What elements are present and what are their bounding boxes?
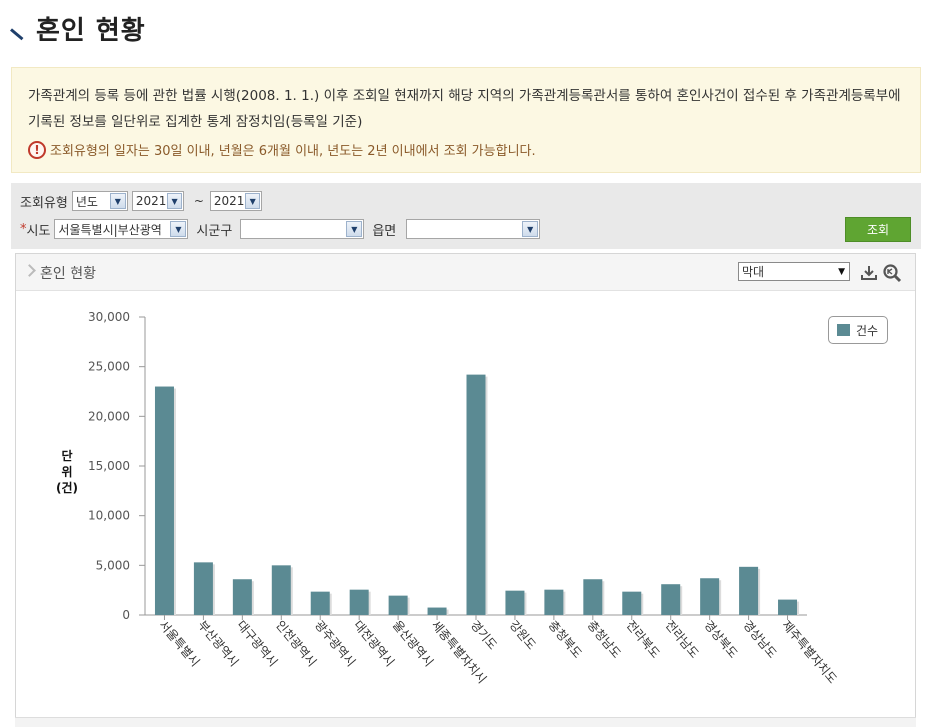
search-row-region: * 시도 서울특별시|부산광역 ▼ 시군구 ▼ 읍면 ▼ — [20, 219, 544, 239]
notice-warning-text: 조회유형의 일자는 30일 이내, 년월은 6개월 이내, 년도는 2년 이내에… — [50, 144, 536, 159]
chart-panel-title: 혼인 현황 — [40, 266, 96, 282]
search-button[interactable]: 조회 — [845, 217, 911, 242]
chevron-down-icon: ▼ — [109, 193, 126, 209]
sido-label: 시도 — [26, 223, 51, 239]
x-tick-label: 제주특별자치도 — [779, 618, 839, 686]
type-select-value: 년도 — [75, 194, 98, 209]
chevron-down-icon: ▼ — [167, 193, 182, 209]
legend-swatch — [837, 324, 850, 336]
x-tick-label: 전라북도 — [623, 618, 662, 661]
bar — [661, 584, 681, 615]
chart-panel: 혼인 현황 막대 ▼ 30,000 25,000 20,000 15,000 10,00… — [15, 253, 916, 726]
required-mark: * — [20, 221, 27, 237]
x-tick-label: 경상북도 — [701, 618, 740, 661]
bar — [271, 565, 291, 615]
exclamation-circle-icon: ! — [28, 140, 46, 159]
bar — [739, 566, 759, 615]
year-to-value: 2021 — [213, 194, 245, 208]
y-tick-label: 10,000 — [88, 509, 130, 523]
chevron-down-icon: ▼ — [170, 221, 187, 237]
legend-label: 건수 — [856, 323, 879, 338]
bar — [544, 589, 564, 615]
bar — [349, 589, 369, 615]
bar — [310, 591, 330, 615]
chevron-down-icon: ▼ — [522, 221, 539, 237]
chart-panel-header: 혼인 현황 막대 ▼ — [16, 254, 915, 291]
bar — [154, 386, 174, 615]
y-axis-label: 위 — [61, 465, 72, 479]
bar — [388, 595, 408, 615]
y-tick-label: 30,000 — [88, 310, 130, 324]
year-from-select[interactable]: 2021 ▼ — [131, 191, 184, 211]
bar — [778, 599, 798, 615]
x-tick-label: 경상남도 — [740, 618, 779, 661]
bar — [622, 591, 642, 615]
range-tilde: ~ — [193, 194, 204, 208]
x-tick-label: 충청북도 — [546, 618, 585, 661]
x-tick-label: 경기도 — [468, 618, 500, 652]
download-icon[interactable] — [859, 263, 879, 283]
type-label: 조회유형 — [20, 195, 68, 211]
chevron-down-icon: ▼ — [245, 193, 260, 209]
bar — [232, 579, 252, 615]
sido-select[interactable]: 서울특별시|부산광역 ▼ — [54, 219, 189, 239]
notice-warning: ! 조회유형의 일자는 30일 이내, 년월은 6개월 이내, 년도는 2년 이… — [28, 140, 904, 159]
chart-type-select[interactable]: 막대 ▼ — [738, 262, 850, 281]
bar — [700, 578, 720, 615]
x-tick-label: 전라남도 — [662, 618, 701, 661]
y-tick-label: 25,000 — [88, 360, 130, 374]
bar — [193, 562, 213, 615]
bar-chart: 30,000 25,000 20,000 15,000 10,000 5,000 0 단위(건… — [56, 310, 840, 686]
bar — [505, 590, 525, 615]
title-slash-icon — [10, 19, 28, 37]
type-select[interactable]: 년도 ▼ — [71, 191, 128, 211]
y-axis-label: (건) — [56, 480, 78, 495]
x-tick-label: 충청남도 — [585, 618, 624, 661]
search-form: 조회유형 년도 ▼ 2021 ▼ ~ 2021 ▼ * 시도 서울특별시|부산광… — [11, 183, 921, 249]
notice-text: 가족관계의 등록 등에 관한 법률 시행(2008. 1. 1.) 이후 조회일… — [28, 88, 901, 130]
bar — [466, 374, 486, 615]
x-tick-label: 강원도 — [507, 618, 539, 652]
eupmyeon-label: 읍면 — [372, 223, 397, 239]
sido-select-value: 서울특별시|부산광역 — [58, 222, 162, 237]
chevron-down-icon: ▼ — [838, 266, 845, 277]
y-tick-label: 15,000 — [88, 459, 130, 473]
bar — [427, 607, 447, 615]
chart-type-value: 막대 — [742, 265, 765, 279]
bar — [583, 579, 603, 615]
search-row-period: 조회유형 년도 ▼ 2021 ▼ ~ 2021 ▼ — [20, 191, 266, 211]
zoom-icon[interactable] — [882, 263, 902, 283]
page-title: 혼인 현황 — [36, 15, 146, 46]
y-tick-label: 0 — [122, 608, 130, 622]
eupmyeon-select[interactable]: ▼ — [406, 219, 541, 239]
year-to-select[interactable]: 2021 ▼ — [209, 191, 262, 211]
y-tick-label: 20,000 — [88, 409, 130, 423]
page-header: 혼인 현황 — [10, 8, 146, 48]
chevron-down-icon: ▼ — [346, 221, 363, 237]
chart-legend[interactable]: 건수 — [828, 316, 888, 344]
panel-footer — [15, 717, 916, 727]
year-from-value: 2021 — [135, 194, 167, 208]
sigungu-label: 시군구 — [196, 223, 233, 239]
y-axis-label: 단 — [61, 448, 72, 463]
y-tick-label: 5,000 — [96, 558, 130, 572]
notice-box: 가족관계의 등록 등에 관한 법률 시행(2008. 1. 1.) 이후 조회일… — [11, 67, 921, 173]
sigungu-select[interactable]: ▼ — [240, 219, 365, 239]
